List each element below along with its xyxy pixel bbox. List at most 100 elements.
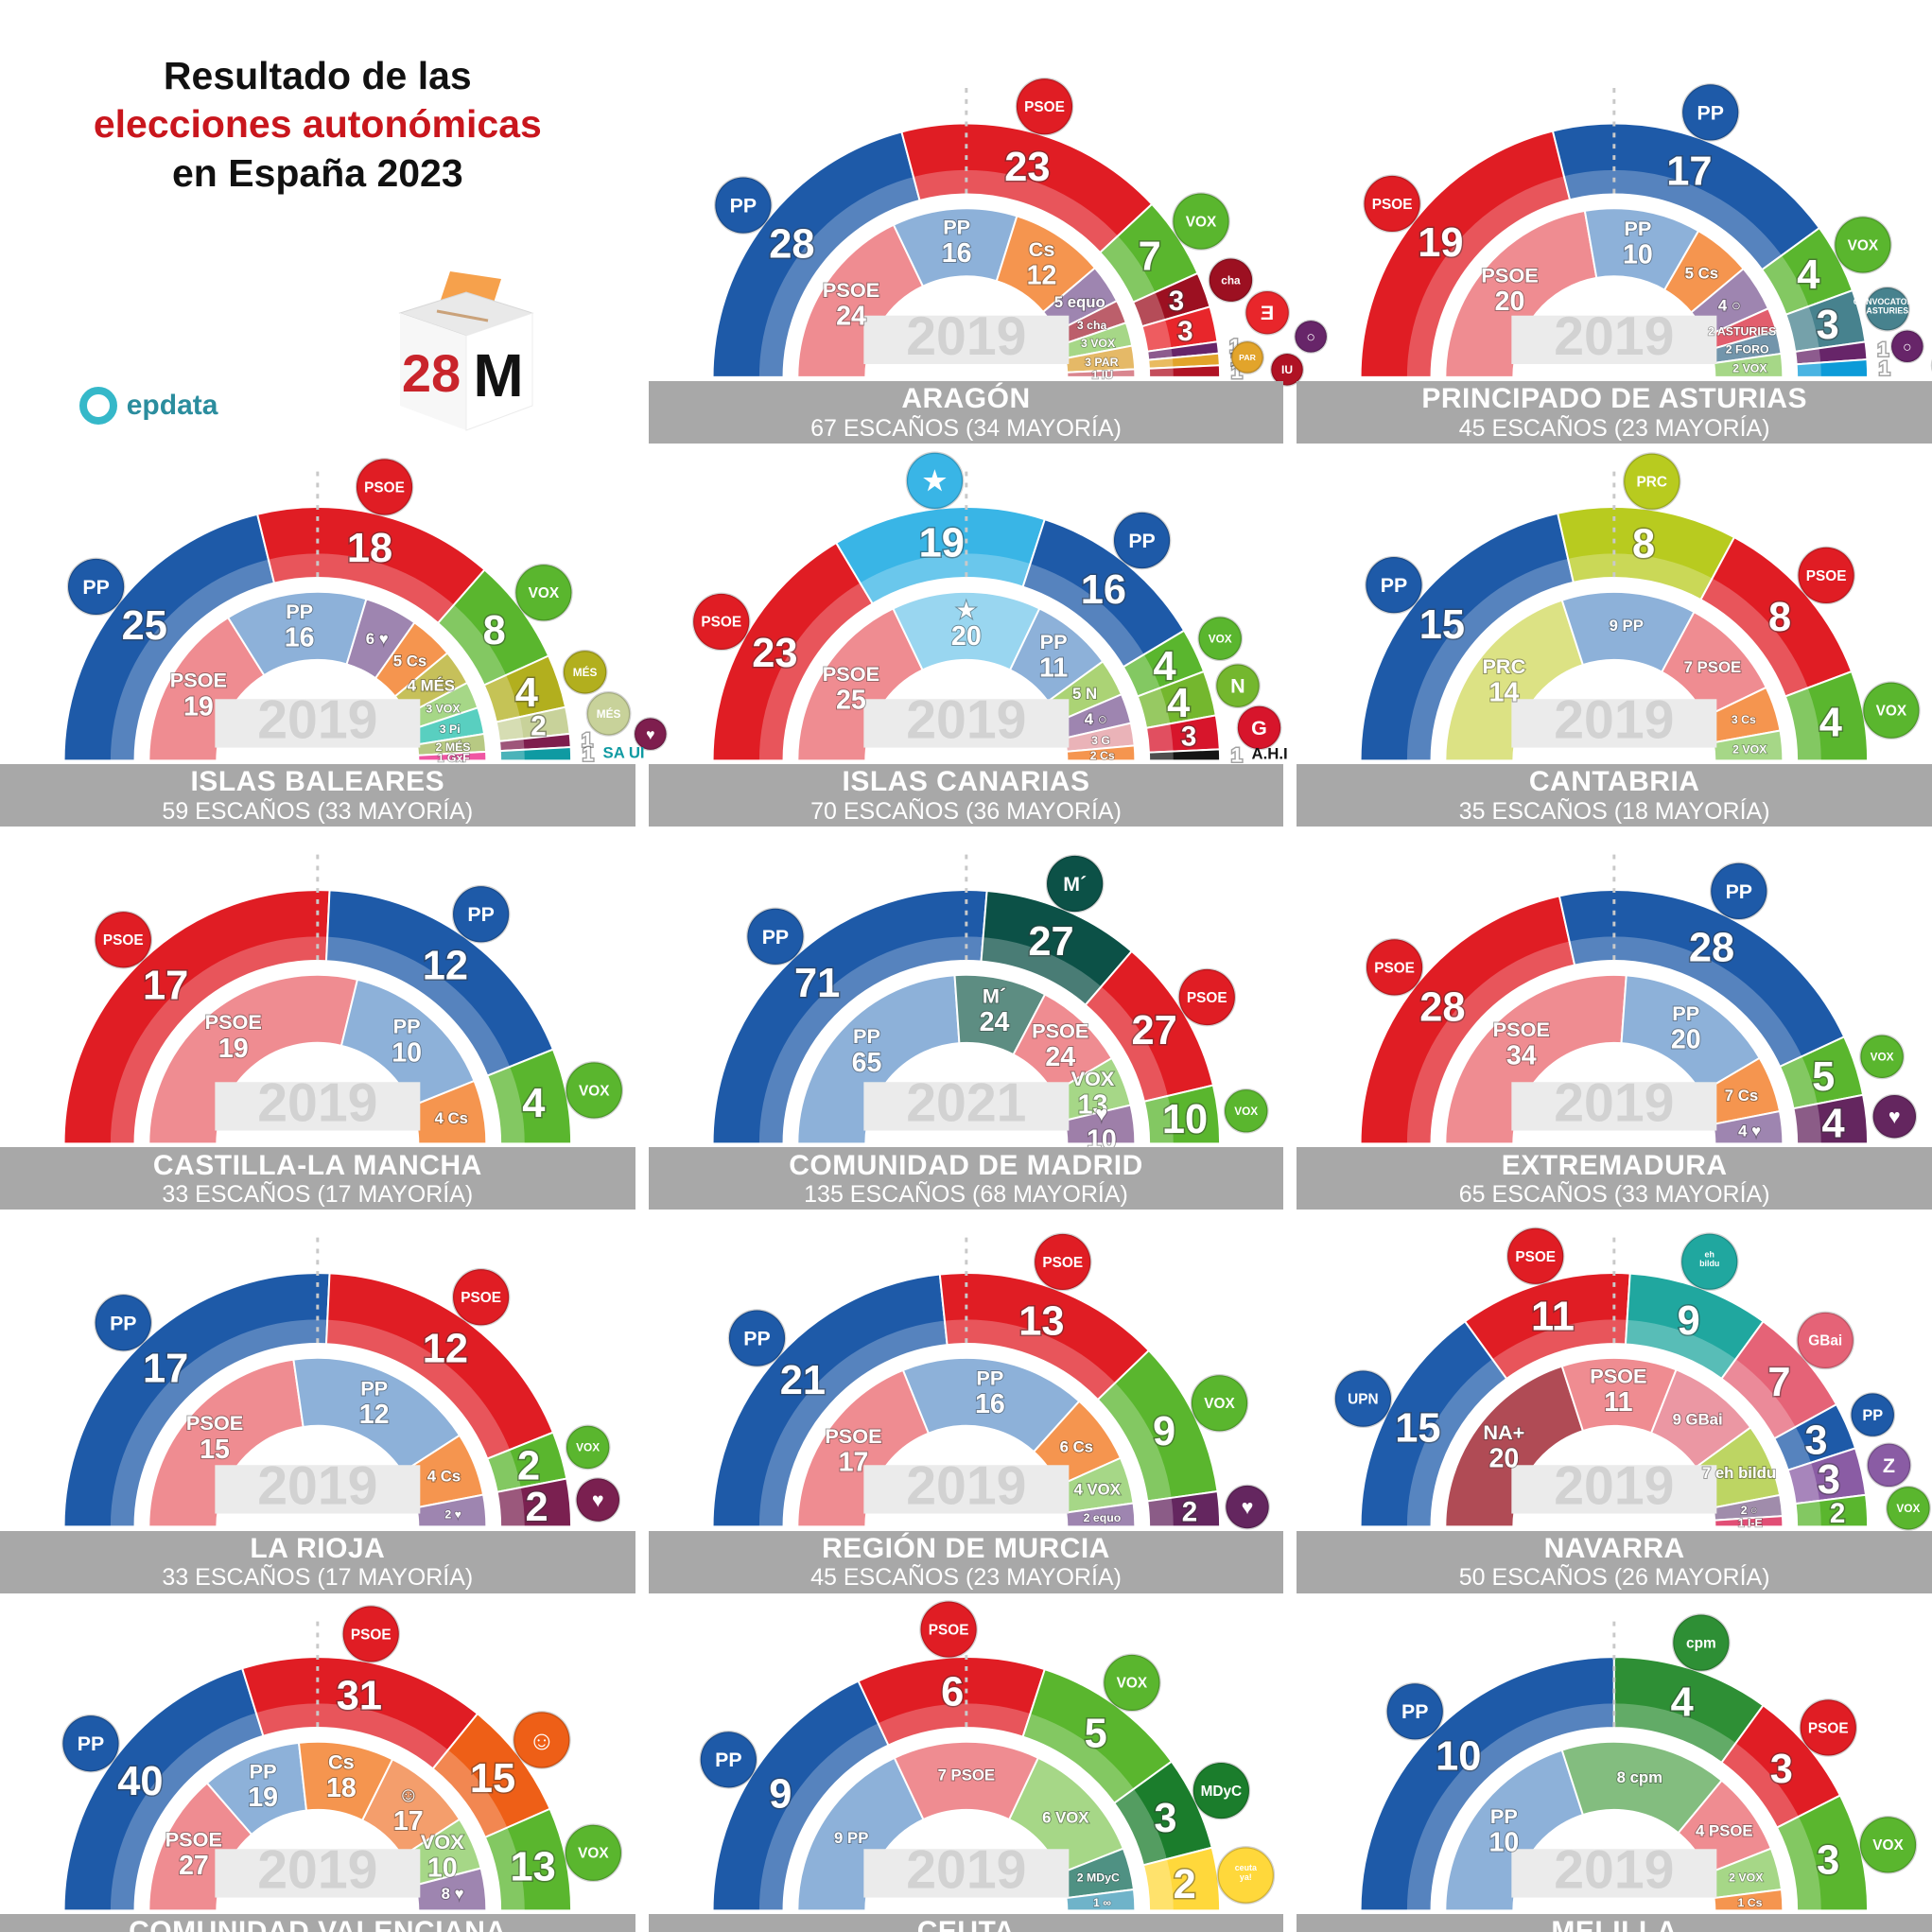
badge-VOX-icon [1196, 615, 1243, 661]
badge-text-PSOE: PSOE [351, 1627, 392, 1643]
chart-CEUTA: 2019 9 6 5 3 2 9 PP 7 PSOE 6 VOX 2 MDyC 1 ∞ PP PSOE V… [648, 1595, 1284, 1932]
inner-year-label: 2019 [906, 689, 1026, 750]
inner-year-label: 2019 [257, 689, 377, 750]
badge-text-PP: PP [1401, 1700, 1428, 1723]
segment-2023-Unidas por Extremadura [1792, 1093, 1870, 1145]
badge-text-Compromís: ☺ [528, 1726, 555, 1755]
seats-2023-MÉS per Mallorca: 4 [515, 670, 538, 716]
seats-prev-PP: 65 [851, 1048, 881, 1078]
inner-year-label: 2019 [257, 1073, 377, 1134]
title-line-1: Resultado de las [163, 54, 472, 97]
badge-Teruel Existe-icon [1244, 289, 1290, 336]
outer-ring-2023 [711, 1655, 1221, 1912]
badge-Nueva Canarias-icon [1214, 663, 1261, 708]
seats-2023-Convocatoria Asturies: 3 [1817, 303, 1839, 348]
region-name: CANTABRIA [1528, 766, 1700, 798]
chart-ISLAS CANARIAS: 2019 23 19 16 4 4 3 1 PSOE 25 ★ 20 PP 11 5 N4 ○ 3 G2 Cs… [648, 445, 1287, 827]
badge-PSOE-icon [1033, 1233, 1092, 1292]
label-prev-PP: PP [1673, 1001, 1700, 1025]
label-prev-Cs: 6 Cs [1059, 1438, 1092, 1456]
badge-text-PP: PP [1381, 574, 1407, 597]
chart-COMUNIDAD DE MADRID: 2021 71 27 27 10 PP 65 M´ 24 PSOE 24 VOX 13 ♥ 10 PP M´ PS… [648, 828, 1284, 1210]
label-prev-Navarra Suma: NA+ [1484, 1420, 1525, 1444]
label-prev-PSOE: PSOE [1493, 1018, 1550, 1041]
seats-2023-Geroa Bai: 7 [1768, 1360, 1791, 1405]
seats-2023-Compromís: 15 [470, 1756, 515, 1801]
badge-text-PSOE: PSOE [928, 1622, 968, 1638]
chart-caption: PRINCIPADO DE ASTURIAS 45 ESCAÑOS (23 MA… [1297, 380, 1932, 444]
label-prev-Podemos: 4 ♥ [1739, 1122, 1762, 1140]
badge-text-PP: PP [743, 1328, 770, 1350]
badge-text-PP: PP [715, 1749, 741, 1771]
badge-text-Unidas Podemos: ♥ [646, 727, 654, 743]
badge-MDyC-icon [1192, 1761, 1250, 1820]
badge-VOX-icon [1859, 1034, 1906, 1080]
label-prev-Cs: 4 Cs [435, 1109, 468, 1127]
year-band [1511, 1082, 1717, 1131]
badge-text-VOX: VOX [578, 1845, 609, 1861]
seats-2023-CHA: 3 [1168, 286, 1183, 317]
label-prev-PSOE: PSOE [186, 1412, 243, 1436]
segment-2023-VOX [1784, 670, 1870, 762]
label-prev-MDyC: 2 MDyC [1076, 1871, 1119, 1884]
badge-PP-icon [727, 1309, 786, 1368]
seats-prev-PSOE: 17 [838, 1448, 868, 1478]
badge-PP-icon [699, 1730, 757, 1789]
badge-PRC-icon [1623, 452, 1681, 511]
highlight-ring [110, 553, 525, 761]
badge-PP-icon [1385, 1681, 1445, 1741]
label-prev-Podemos-Equo: 5 equo [1053, 293, 1105, 311]
badge-VOX-icon [1862, 681, 1922, 740]
seats-prev-PP: 10 [1623, 240, 1653, 270]
seats-2023-PP: 3 [1805, 1419, 1828, 1464]
chart-MELILLA: 2019 10 4 3 3 PP 10 8 cpm 4 PSOE 2 VOX 1 Cs PP cpm PS… [1297, 1595, 1932, 1932]
seats-prev-PSOE: 19 [183, 691, 214, 722]
year-band [215, 1082, 421, 1131]
ballot-box-right [465, 312, 533, 431]
label-prev-PP: PP [286, 600, 313, 623]
seats-2023-Coalición Canaria: 19 [918, 520, 964, 566]
label-prev-IU: 1 IU [1091, 368, 1113, 381]
inner-year-label: 2019 [1555, 1839, 1675, 1900]
badge-text-PSOE: PSOE [1042, 1255, 1083, 1271]
badge-PSOE-icon [1366, 938, 1424, 997]
badge-PP-icon [1365, 555, 1424, 615]
badge-text-VOX: VOX [1208, 632, 1231, 645]
seats-2023-AHI: 1 [1230, 742, 1242, 766]
label-prev-Cs: 3 Cs [1732, 713, 1756, 726]
segment-2023-IU [1147, 364, 1221, 378]
label-prev-Cs: Cs [1028, 237, 1054, 261]
seats-2023-Unidas Podemos: 1 [582, 727, 593, 751]
badge-text-MÉS per Menorca: MÉS [597, 707, 621, 721]
label-prev-Cs: Cs [328, 1749, 355, 1773]
label-prev-Nueva Canarias: 5 N [1072, 685, 1097, 703]
badge-text-PP: PP [110, 1313, 136, 1335]
label-prev-Cs: 5 Cs [393, 652, 426, 670]
hemicycle-REGIÓN DE MURCIA: 2019211392PSOE17PP166 Cs4 VOX2 equoPPPSO… [711, 1233, 1270, 1530]
seats-prev-Navarra Suma: 20 [1489, 1444, 1520, 1474]
badge-text-PRC: PRC [1637, 474, 1667, 490]
hemicycle-ISLAS CANARIAS: 20192319164431PSOE25★20 PP115 N4 ○3 G2 Cs… [691, 451, 1287, 768]
seats-2023-Nueva Canarias: 4 [1167, 681, 1190, 726]
outer-ring-2023 [711, 889, 1221, 1145]
chart-NAVARRA: 2019 15 11 9 7 3 3 2 NA+ 20 PSOE 11 9 GBai 7 eh bildu… [1297, 1211, 1932, 1593]
label-prev-ASG: 3 G [1091, 734, 1110, 747]
badge-Contigo-Zurekin-icon [1866, 1442, 1912, 1488]
label-prev-PSOE: PSOE [822, 662, 879, 686]
region-name: NAVARRA [1543, 1532, 1685, 1564]
badge-Unidas por Extremadura-icon [1871, 1093, 1918, 1140]
chart-caption: ARAGÓN 67 ESCAÑOS (34 MAYORÍA) [648, 380, 1284, 444]
seats-prev-PSOE: 27 [179, 1851, 209, 1881]
seats-2023-VOX: 4 [1819, 700, 1842, 745]
seats-prev-PP: 12 [359, 1400, 390, 1430]
badge-text-VOX: VOX [1873, 1837, 1905, 1854]
label-prev-PSOE: PSOE [1032, 1018, 1088, 1042]
hemicycle-LA RIOJA: 201917 1222PSOE15PP124 Cs2 ♥PPPSOEVOX♥ [62, 1237, 621, 1532]
seats-2023-VOX: 5 [1084, 1711, 1106, 1756]
region-name: MELILLA [1551, 1916, 1678, 1932]
badge-text-PP: PP [729, 194, 756, 217]
badge-CHA-icon [1208, 257, 1254, 304]
